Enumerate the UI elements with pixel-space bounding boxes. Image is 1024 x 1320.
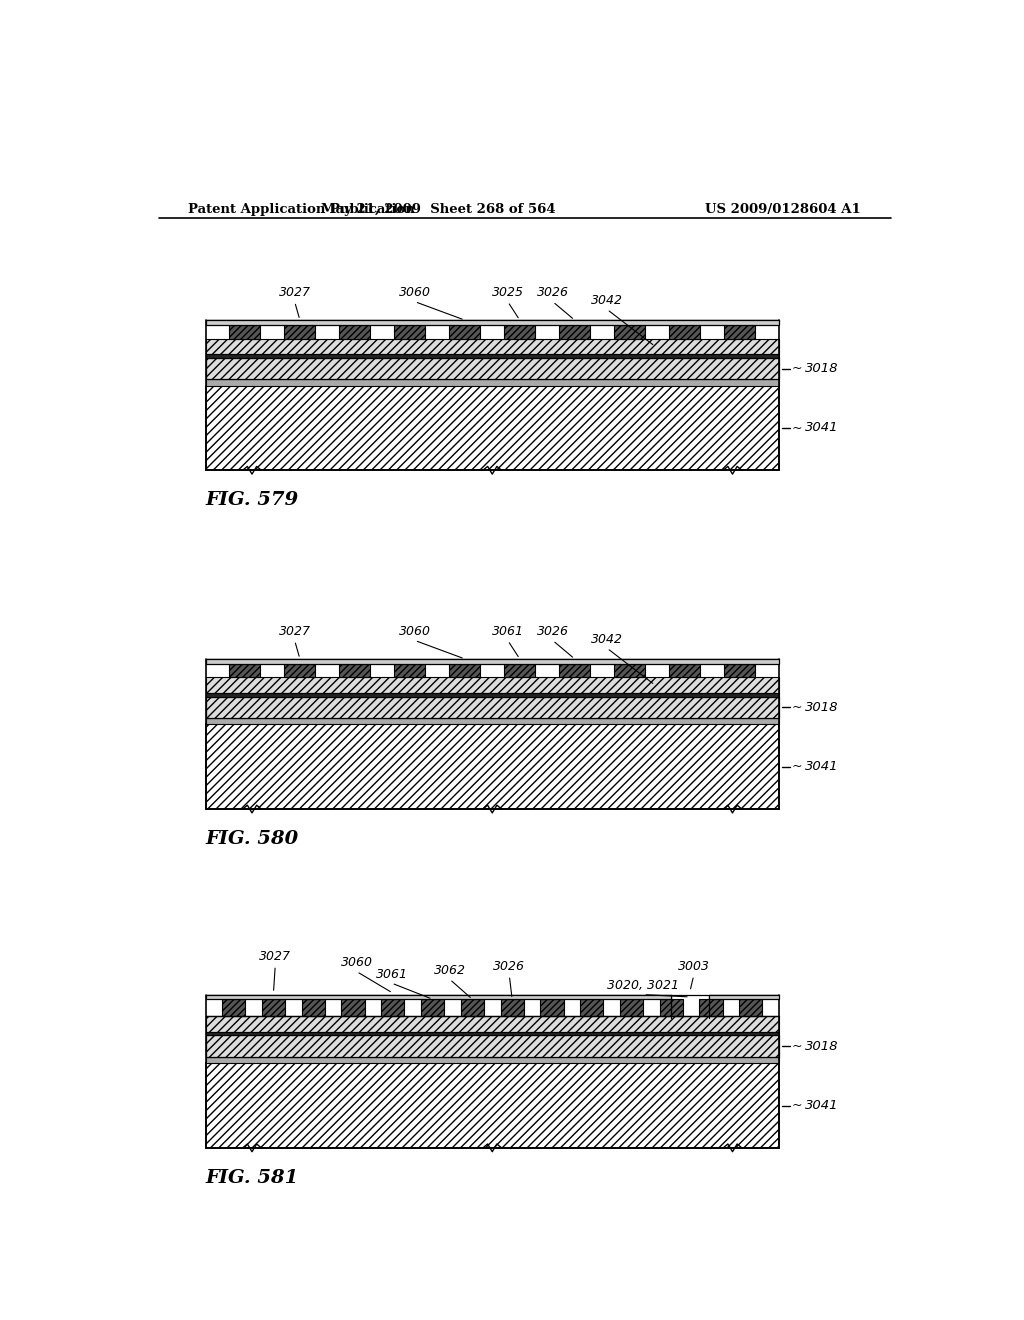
Text: 3041: 3041 xyxy=(805,421,839,434)
Bar xyxy=(206,379,779,385)
Bar xyxy=(724,325,755,339)
Bar xyxy=(206,339,779,354)
Text: FIG. 580: FIG. 580 xyxy=(206,830,299,847)
Text: 3060: 3060 xyxy=(398,626,431,638)
Bar xyxy=(421,999,444,1016)
Bar xyxy=(206,725,779,809)
Bar xyxy=(206,1032,779,1035)
Bar xyxy=(206,354,779,358)
Bar xyxy=(461,999,484,1016)
Bar xyxy=(206,1063,779,1148)
Text: 3026: 3026 xyxy=(537,286,568,300)
Bar xyxy=(285,325,315,339)
Text: 3041: 3041 xyxy=(805,1100,839,1111)
Text: 3062: 3062 xyxy=(433,964,466,977)
Bar xyxy=(504,325,536,339)
Text: 3027: 3027 xyxy=(259,950,291,964)
Bar xyxy=(450,664,480,677)
Bar xyxy=(559,664,590,677)
Bar xyxy=(501,999,523,1016)
Text: 3018: 3018 xyxy=(805,701,839,714)
Text: 3026: 3026 xyxy=(537,626,568,638)
Bar xyxy=(614,325,645,339)
Text: 3020, 3021: 3020, 3021 xyxy=(607,979,679,993)
Bar xyxy=(669,325,700,339)
Bar xyxy=(699,999,723,1016)
Bar xyxy=(339,664,371,677)
Text: ~: ~ xyxy=(792,701,802,714)
Text: 3042: 3042 xyxy=(591,294,623,308)
Text: 3061: 3061 xyxy=(376,968,408,981)
Text: FIG. 581: FIG. 581 xyxy=(206,1168,299,1187)
Bar xyxy=(206,1035,779,1057)
Bar xyxy=(669,664,700,677)
Bar xyxy=(285,664,315,677)
Bar xyxy=(222,999,246,1016)
Text: 3018: 3018 xyxy=(805,362,839,375)
Bar xyxy=(659,999,683,1016)
Bar xyxy=(206,385,779,470)
Bar xyxy=(229,325,260,339)
Text: ~: ~ xyxy=(792,760,802,774)
Bar xyxy=(614,664,645,677)
Bar xyxy=(580,999,603,1016)
Text: 3027: 3027 xyxy=(279,626,310,638)
Text: FIG. 579: FIG. 579 xyxy=(206,491,299,510)
Text: 3042: 3042 xyxy=(591,632,623,645)
Bar xyxy=(206,718,779,725)
Text: 3041: 3041 xyxy=(805,760,839,774)
Text: 3027: 3027 xyxy=(279,286,310,300)
Text: ~: ~ xyxy=(792,1100,802,1111)
Bar xyxy=(541,999,563,1016)
Text: 3003: 3003 xyxy=(678,960,710,973)
Bar xyxy=(206,659,779,664)
Bar xyxy=(394,664,425,677)
Text: 3018: 3018 xyxy=(805,1040,839,1053)
Bar xyxy=(206,693,779,697)
Text: 3061: 3061 xyxy=(492,626,523,638)
Bar xyxy=(620,999,643,1016)
Text: ~: ~ xyxy=(792,1040,802,1053)
Bar xyxy=(206,677,779,693)
Bar xyxy=(206,995,671,999)
Text: 3026: 3026 xyxy=(494,960,525,973)
Bar xyxy=(206,697,779,718)
Bar xyxy=(262,999,285,1016)
Bar xyxy=(206,358,779,379)
Bar xyxy=(710,995,779,999)
Bar xyxy=(229,664,260,677)
Text: 3025: 3025 xyxy=(492,286,523,300)
Text: ~: ~ xyxy=(792,421,802,434)
Text: ~: ~ xyxy=(792,362,802,375)
Text: May 21, 2009  Sheet 268 of 564: May 21, 2009 Sheet 268 of 564 xyxy=(321,203,555,216)
Bar xyxy=(559,325,590,339)
Bar xyxy=(381,999,404,1016)
Bar xyxy=(724,664,755,677)
Text: Patent Application Publication: Patent Application Publication xyxy=(188,203,415,216)
Bar xyxy=(339,325,371,339)
Bar xyxy=(302,999,325,1016)
Bar xyxy=(341,999,365,1016)
Bar xyxy=(206,1057,779,1063)
Text: 3060: 3060 xyxy=(398,286,431,300)
Bar xyxy=(450,325,480,339)
Bar xyxy=(504,664,536,677)
Text: US 2009/0128604 A1: US 2009/0128604 A1 xyxy=(705,203,860,216)
Bar xyxy=(739,999,763,1016)
Bar xyxy=(394,325,425,339)
Text: 3060: 3060 xyxy=(341,956,373,969)
Bar xyxy=(206,321,779,325)
Bar xyxy=(206,1016,779,1032)
